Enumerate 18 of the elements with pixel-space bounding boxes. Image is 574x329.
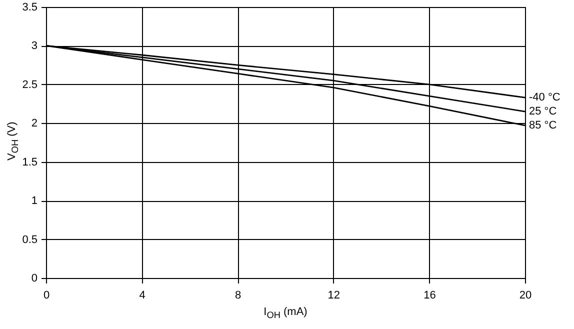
y-tick-label: 0 — [31, 272, 38, 284]
x-tick-label: 12 — [328, 290, 340, 302]
y-tick-label: 3 — [31, 40, 38, 52]
y-tick-label: 0.5 — [22, 234, 38, 246]
y-tick-label: 2 — [31, 118, 38, 130]
series-label: 25 °C — [529, 106, 557, 118]
y-tick-label: 2.5 — [22, 78, 38, 91]
series-label: 85 °C — [529, 119, 557, 132]
x-tick-label: 8 — [235, 290, 242, 302]
y-tick-label: 1 — [31, 195, 38, 208]
series-label: -40 °C — [529, 92, 560, 104]
x-tick-label: 4 — [139, 290, 146, 302]
x-tick-label: 0 — [43, 290, 50, 302]
x-tick-label: 20 — [519, 290, 532, 302]
x-tick-label: 16 — [424, 290, 436, 302]
x-axis-title: I$_{OH}$ (mA) — [262, 306, 308, 320]
y-tick-label: 3.5 — [22, 2, 38, 14]
y-tick-label: 1.5 — [22, 156, 38, 168]
